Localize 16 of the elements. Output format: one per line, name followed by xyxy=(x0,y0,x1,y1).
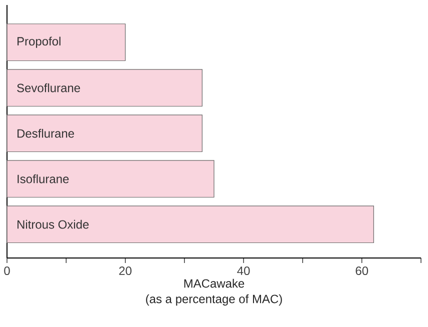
x-axis-title: MACawake xyxy=(184,278,244,288)
bar xyxy=(6,69,202,107)
bar xyxy=(6,206,374,244)
bar xyxy=(6,160,214,198)
x-tick-label: 20 xyxy=(119,266,132,276)
y-tick-label: Propofol xyxy=(18,36,60,48)
y-tick-label: Isoflurane xyxy=(18,174,69,184)
y-tick-label: Sevoflurane xyxy=(17,83,80,92)
x-tick-label: 40 xyxy=(237,266,250,276)
text: (as a percentage of MAC) xyxy=(146,294,282,306)
y-tick-label: Nitrous Oxide xyxy=(18,220,89,229)
x-tick-label: 60 xyxy=(356,266,368,276)
bar xyxy=(6,24,126,62)
bar xyxy=(6,114,202,152)
x-tick-label: 0 xyxy=(4,266,10,276)
y-tick-label: Desflurane xyxy=(18,128,74,138)
